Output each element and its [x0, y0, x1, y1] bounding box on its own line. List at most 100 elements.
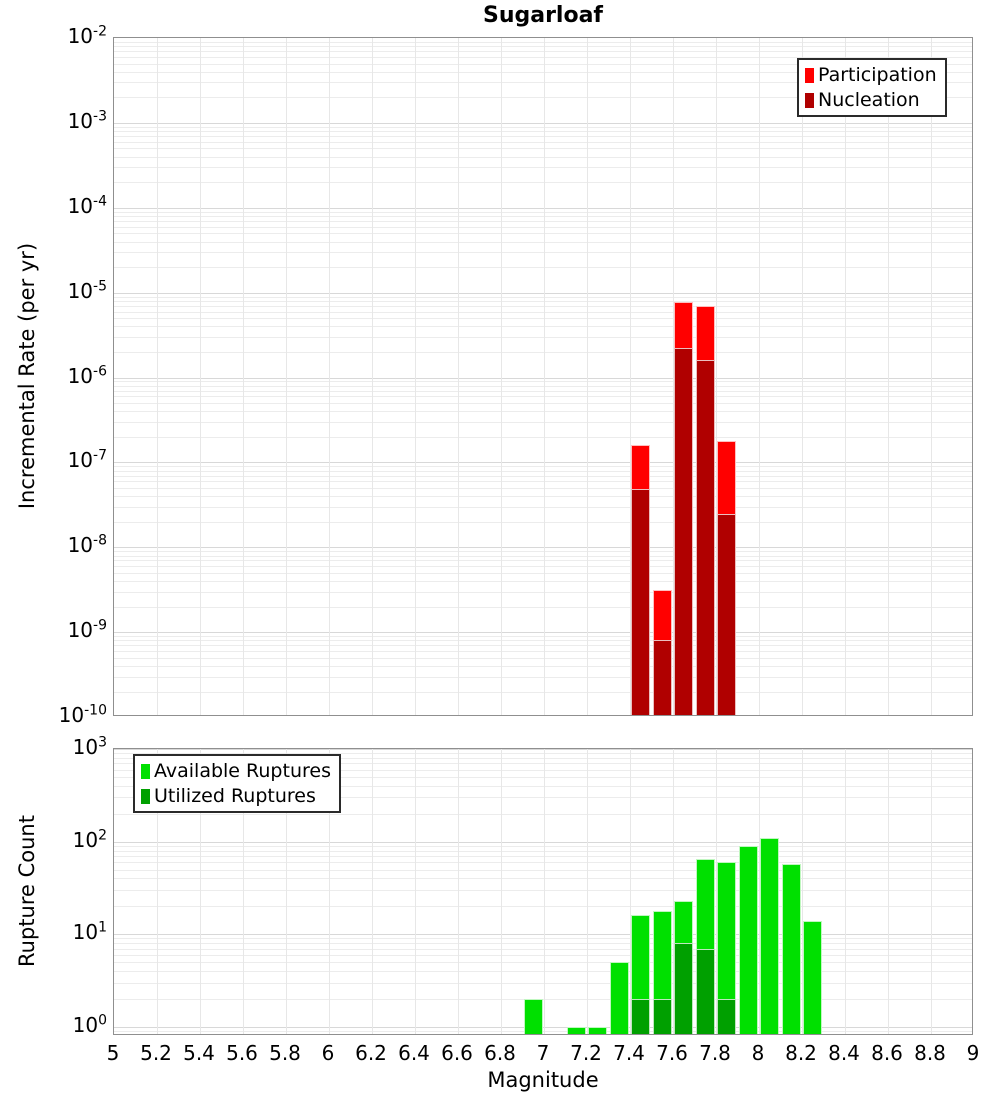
gridline-minor [114, 581, 972, 582]
gridline-minor [114, 560, 972, 562]
gridline-minor [114, 470, 972, 472]
gridline-vertical [931, 38, 932, 715]
legend-participation-nucleation: Participation Nucleation [797, 58, 947, 117]
gridline-vertical [415, 749, 416, 1034]
bar-utilized-ruptures [652, 998, 672, 1034]
incremental-rate-plot-area [113, 37, 973, 716]
x-tick-label: 6.6 [441, 1041, 473, 1065]
gridline-vertical [845, 749, 846, 1034]
gridline-minor [114, 676, 972, 678]
gridline-vertical [415, 38, 416, 715]
gridline-minor [114, 56, 972, 58]
bar-utilized-ruptures [695, 948, 715, 1034]
gridline-major [114, 292, 972, 294]
y-tick-label: 103 [72, 734, 107, 759]
gridline-minor [114, 971, 972, 972]
gridline-vertical [716, 38, 717, 715]
gridline-minor [114, 97, 972, 99]
gridline-minor [114, 131, 972, 133]
gridline-minor [114, 1031, 972, 1032]
gridline-minor [114, 252, 972, 254]
gridline-vertical [200, 749, 201, 1034]
gridline-minor [114, 813, 972, 815]
x-axis-label-magnitude: Magnitude [487, 1068, 599, 1092]
gridline-minor [114, 51, 972, 53]
x-tick-label: 7.8 [699, 1041, 731, 1065]
bar-available-ruptures [588, 1026, 608, 1034]
x-tick-label: 8 [751, 1041, 765, 1065]
gridline-minor [114, 572, 972, 574]
gridline-major [114, 841, 972, 843]
gridline-minor [114, 318, 972, 320]
y-tick-label: 10-3 [67, 108, 107, 133]
legend-label-participation: Participation [818, 64, 937, 86]
bar-nucleation [631, 489, 651, 715]
gridline-minor [114, 326, 972, 328]
gridline-major [114, 377, 972, 379]
x-tick-label: 5.6 [226, 1041, 258, 1065]
x-tick-label: 5.8 [269, 1041, 301, 1065]
gridline-vertical [157, 749, 158, 1034]
gridline-minor [114, 216, 972, 217]
gridline-vertical [286, 749, 287, 1034]
gridline-vertical [372, 38, 373, 715]
gridline-minor [114, 943, 972, 945]
gridline-minor [114, 156, 972, 158]
gridline-minor [114, 869, 972, 871]
gridline-vertical [458, 749, 459, 1034]
gridline-minor [114, 878, 972, 880]
gridline-minor [114, 421, 972, 423]
y-tick-label: 10-10 [58, 702, 107, 727]
bar-available-ruptures [760, 837, 780, 1034]
bar-available-ruptures [523, 998, 543, 1034]
gridline-minor [114, 403, 972, 404]
bar-nucleation [695, 360, 715, 715]
gridline-minor [114, 311, 972, 313]
gridline-vertical [888, 749, 889, 1034]
gridline-minor [114, 481, 972, 483]
gridline-minor [114, 890, 972, 891]
bar-utilized-ruptures [717, 998, 737, 1034]
gridline-vertical [630, 38, 631, 715]
y-tick-label: 10-8 [67, 532, 107, 558]
gridline-vertical [544, 38, 545, 715]
x-tick-label: 6 [321, 1041, 335, 1065]
gridline-minor [114, 954, 972, 956]
gridline-minor [114, 606, 972, 608]
y-tick-label: 10-6 [67, 362, 107, 388]
gridline-minor [114, 71, 972, 73]
legend-marker-utilized-ruptures [141, 788, 150, 804]
gridline-minor [114, 566, 972, 568]
gridline-vertical [458, 38, 459, 715]
gridline-vertical [157, 38, 158, 715]
gridline-minor [114, 475, 972, 477]
gridline-vertical [931, 749, 932, 1034]
bar-available-ruptures [781, 863, 801, 1034]
y-tick-label: 10-2 [67, 23, 107, 48]
gridline-vertical [630, 749, 631, 1034]
y-tick-label: 100 [72, 1012, 107, 1037]
x-tick-label: 6.8 [484, 1041, 516, 1065]
legend-item-participation: Participation [805, 64, 937, 86]
x-tick-label: 7.6 [656, 1041, 688, 1065]
gridline-vertical [888, 38, 889, 715]
gridline-minor [114, 551, 972, 553]
gridline-vertical [501, 38, 502, 715]
y-tick-label: 10-4 [67, 193, 107, 218]
gridline-minor [114, 296, 972, 298]
gridline-vertical [243, 749, 244, 1034]
gridline-minor [114, 182, 972, 184]
gridline-major [114, 122, 972, 124]
gridline-major [114, 547, 972, 549]
gridline-minor [114, 436, 972, 438]
gridline-minor [114, 506, 972, 508]
gridline-vertical [286, 38, 287, 715]
x-tick-label: 8.4 [828, 1041, 860, 1065]
gridline-major [114, 207, 972, 209]
x-tick-label: 9 [966, 1041, 980, 1065]
gridline-minor [114, 521, 972, 523]
gridline-vertical [845, 38, 846, 715]
gridline-minor [114, 785, 972, 787]
gridline-minor [114, 385, 972, 387]
